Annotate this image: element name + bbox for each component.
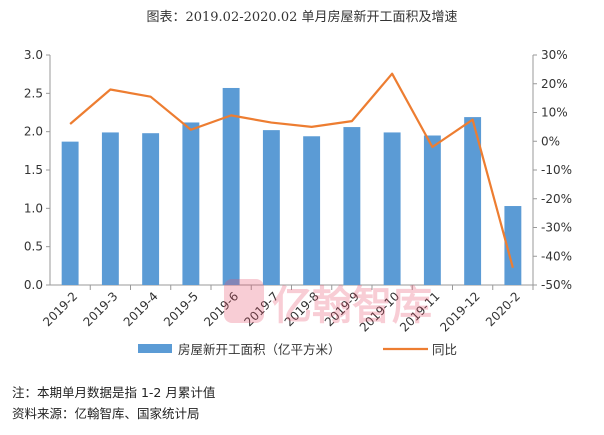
right-tick-label: 10% (541, 106, 568, 120)
left-tick-label: 0.0 (24, 278, 43, 292)
x-tick-label: 2019-3 (81, 289, 121, 329)
bar (101, 132, 119, 285)
bar (343, 127, 361, 285)
left-tick-label: 2.5 (24, 86, 43, 100)
legend-label-bar: 房屋新开工面积（亿平方米） (178, 342, 341, 357)
chart-svg: 0.0 0.5 1.0 1.5 2.0 2.5 3.0 -50% -40% -30% -20% -10… (24, 48, 572, 357)
bar (262, 130, 280, 285)
source-note: 资料来源：亿翰智库、国家统计局 (12, 406, 200, 421)
bar (303, 136, 321, 285)
bar (464, 117, 482, 285)
left-tick-label: 2.0 (24, 125, 43, 139)
left-tick-label: 0.5 (24, 240, 43, 254)
right-tick-label: -10% (541, 163, 572, 177)
right-tick-label: -20% (541, 192, 572, 206)
legend-swatch-bar (138, 344, 172, 353)
left-tick-label: 1.0 (24, 201, 43, 215)
bar (504, 206, 522, 285)
bar (423, 135, 441, 285)
right-tick-label: -40% (541, 249, 572, 263)
legend-label-line: 同比 (432, 342, 457, 357)
right-tick-label: 20% (541, 77, 568, 91)
bar (222, 87, 240, 285)
right-tick-label: -50% (541, 278, 572, 292)
watermark-text: 亿翰智库 (272, 283, 432, 329)
watermark-logo-icon (224, 279, 264, 323)
bar (383, 132, 401, 285)
x-tick-label: 2019-5 (161, 289, 201, 329)
right-tick-label: 30% (541, 48, 568, 62)
bar (182, 122, 200, 285)
left-tick-label: 3.0 (24, 48, 43, 62)
chart-title: 图表：2019.02-2020.02 单月房屋新开工面积及增速 (146, 10, 458, 25)
bar (142, 133, 160, 285)
left-tick-label: 1.5 (24, 163, 43, 177)
line-series-yoy (69, 72, 514, 269)
right-tick-label: -30% (541, 221, 572, 235)
x-tick-label: 2019-2 (40, 289, 80, 329)
bar (61, 141, 79, 285)
footnote: 注：本期单月数据是指 1-2 月累计值 (12, 385, 216, 400)
right-tick-label: 0% (541, 134, 560, 148)
x-tick-label: 2019-4 (121, 289, 161, 329)
watermark-logo: 亿翰智库 (224, 279, 432, 329)
